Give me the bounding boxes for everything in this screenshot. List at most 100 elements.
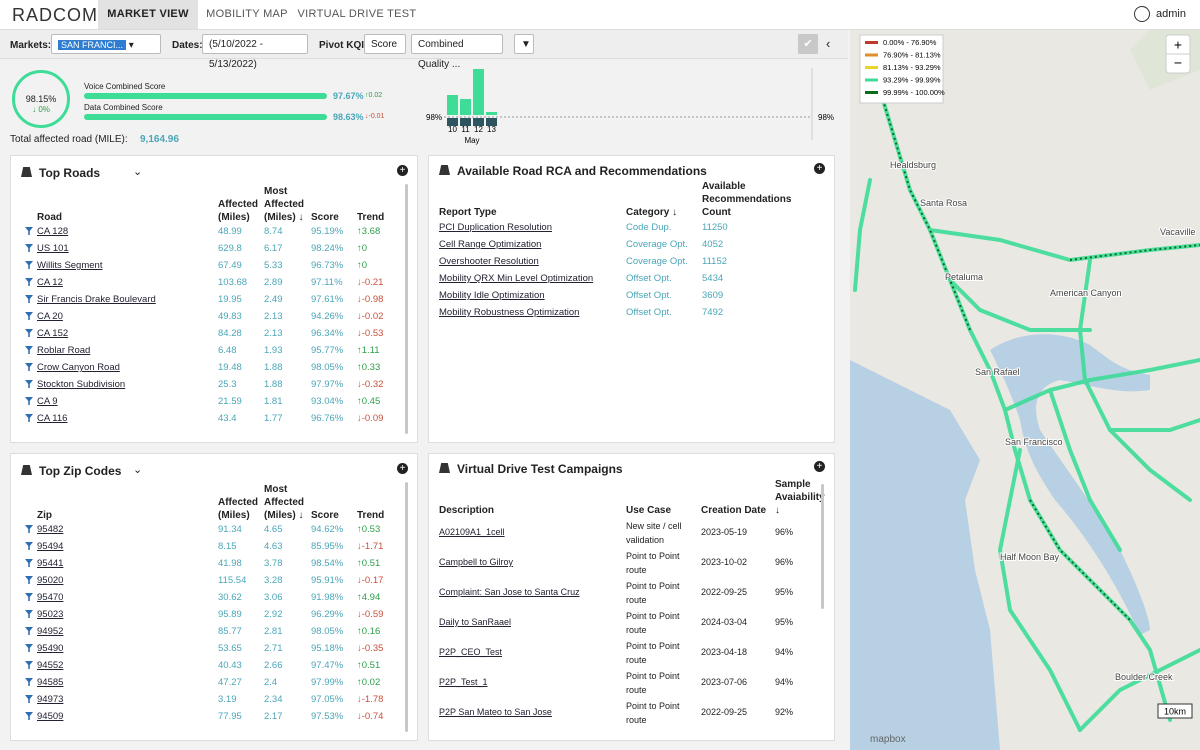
collapse-button[interactable]: ‹ (826, 36, 831, 51)
table-cell[interactable]: Willits Segment (37, 260, 103, 271)
table-cell[interactable]: US 101 (37, 243, 69, 254)
table-cell[interactable]: 94973 (37, 694, 64, 705)
table-cell[interactable]: Crow Canyon Road (37, 362, 120, 373)
table-cell[interactable]: 95482 (37, 524, 64, 535)
table-cell[interactable]: CA 12 (37, 277, 63, 288)
panel-title: Virtual Drive Test Campaigns (457, 462, 623, 476)
table-cell[interactable]: 94552 (37, 660, 64, 671)
caret[interactable]: ⌄ (133, 464, 143, 476)
zoom-in[interactable]: + (1174, 37, 1182, 53)
add-button[interactable]: + (397, 463, 408, 474)
zoom-out[interactable]: − (1174, 55, 1182, 71)
table-cell[interactable]: 95023 (37, 609, 64, 620)
table-cell[interactable]: Sir Francis Drake Boulevard (37, 294, 156, 305)
row-filter[interactable] (25, 329, 33, 337)
table-cell[interactable]: Complaint: San Jose to Santa Cruz (439, 587, 580, 597)
add-button[interactable]: + (397, 165, 408, 176)
table-cell[interactable]: Cell Range Optimization (439, 239, 542, 250)
table-cell[interactable]: 95020 (37, 575, 64, 586)
table-cell[interactable]: Mobility Robustness Optimization (439, 307, 580, 318)
market-select[interactable]: SAN FRANCI... ▾ (51, 34, 161, 54)
table-cell[interactable]: Roblar Road (37, 345, 91, 356)
map[interactable]: + − 10km mapbox 0.00% - 76.90% 76.90% - 8… (850, 30, 1200, 750)
row-filter[interactable] (25, 610, 33, 618)
table-cell[interactable]: 94952 (37, 626, 64, 637)
table-cell: ↑0.51 (357, 660, 381, 671)
table-cell: 2.17 (264, 711, 283, 722)
voice-change: ↑0.02 (365, 92, 383, 99)
column-header: Description (439, 505, 495, 516)
reference-label: 98% (818, 113, 834, 122)
column-header: Use Case (626, 505, 672, 516)
row-filter[interactable] (25, 346, 33, 354)
row-filter[interactable] (25, 312, 33, 320)
row-filter[interactable] (25, 542, 33, 550)
caret[interactable]: ⌄ (133, 166, 143, 178)
table-cell: 95.19% (311, 226, 344, 237)
row-filter[interactable] (25, 380, 33, 388)
day-box (447, 118, 458, 126)
table-cell[interactable]: P2P_CEO_Test (439, 647, 503, 657)
add-button[interactable]: + (814, 163, 825, 174)
table-cell: 43.4 (218, 413, 237, 424)
row-filter[interactable] (25, 363, 33, 371)
table-cell[interactable]: Campbell to Gilroy (439, 557, 514, 567)
data-bar (84, 114, 327, 120)
table-cell: 2023-04-18 (701, 647, 748, 657)
table-cell[interactable]: Overshooter Resolution (439, 256, 539, 267)
apply-button[interactable]: ✔ (798, 34, 818, 54)
row-filter[interactable] (25, 244, 33, 252)
row-filter[interactable] (25, 576, 33, 584)
row-filter[interactable] (25, 661, 33, 669)
row-filter[interactable] (25, 678, 33, 686)
row-filter[interactable] (25, 644, 33, 652)
table-cell[interactable]: PCI Duplication Resolution (439, 222, 553, 233)
nav-tab[interactable]: MOBILITY MAP (206, 8, 288, 20)
row-filter[interactable] (25, 414, 33, 422)
table-cell[interactable]: CA 152 (37, 328, 69, 339)
table-cell[interactable]: CA 116 (37, 413, 68, 424)
table-cell[interactable]: CA 9 (37, 396, 58, 407)
kqi-select[interactable]: Combined Quality ... (411, 34, 503, 70)
table-cell[interactable]: 95441 (37, 558, 64, 569)
table-cell[interactable]: 94585 (37, 677, 64, 688)
table-cell[interactable]: CA 20 (37, 311, 63, 322)
table-cell[interactable]: Mobility Idle Optimization (439, 290, 545, 301)
row-filter[interactable] (25, 559, 33, 567)
table-cell[interactable]: P2P San Mateo to San Jose (439, 707, 552, 717)
pivot-select[interactable]: Score (364, 34, 406, 54)
table-cell[interactable]: Daily to SanRaael (439, 617, 512, 627)
table-cell[interactable]: 94509 (37, 711, 64, 722)
table-cell[interactable]: 95494 (37, 541, 64, 552)
table-cell: 98.24% (311, 243, 344, 254)
table-cell: Offset Opt. (626, 273, 672, 284)
nav-tab[interactable]: MARKET VIEW (98, 0, 198, 29)
table-cell[interactable]: 95490 (37, 643, 64, 654)
date-select[interactable]: (5/10/2022 - 5/13/2022) (202, 34, 308, 70)
table-cell: 97.47% (311, 660, 344, 671)
table-cell[interactable]: P2P_Test_1 (439, 677, 488, 687)
table-cell: 96% (775, 527, 794, 537)
row-filter[interactable] (25, 525, 33, 533)
market-chip: SAN FRANCI... (58, 40, 127, 50)
table-cell[interactable]: 95470 (37, 592, 64, 603)
row-filter[interactable] (25, 227, 33, 235)
table-cell[interactable]: A02109A1_1cell (439, 527, 505, 537)
row-filter[interactable] (25, 278, 33, 286)
row-filter[interactable] (25, 627, 33, 635)
row-filter[interactable] (25, 261, 33, 269)
row-filter[interactable] (25, 295, 33, 303)
row-filter[interactable] (25, 397, 33, 405)
table-cell[interactable]: Stockton Subdivision (37, 379, 126, 390)
row-filter[interactable] (25, 593, 33, 601)
user-icon[interactable] (1134, 6, 1150, 22)
row-filter[interactable] (25, 695, 33, 703)
table-cell: 6.17 (264, 243, 283, 254)
nav-tab[interactable]: VIRTUAL DRIVE TEST (297, 8, 417, 20)
table-cell[interactable]: Mobility QRX Min Level Optimization (439, 273, 594, 284)
add-button[interactable]: + (814, 461, 825, 472)
table-cell[interactable]: CA 128 (37, 226, 69, 237)
filter-button[interactable]: ▼ (514, 34, 534, 54)
user-name[interactable]: admin (1156, 8, 1186, 20)
row-filter[interactable] (25, 712, 33, 720)
